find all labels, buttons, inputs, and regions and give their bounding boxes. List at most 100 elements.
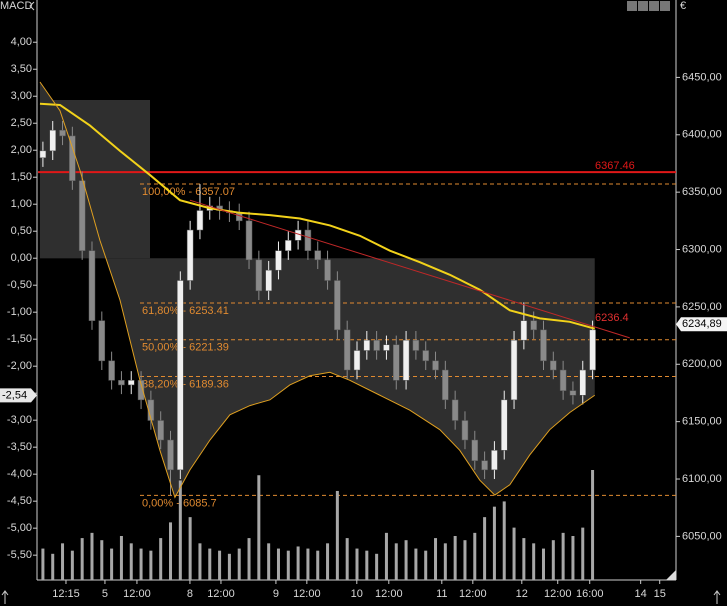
y-tick-label: 6200,00: [682, 358, 722, 370]
volume-bar: [394, 543, 398, 580]
volume-bar: [541, 548, 545, 580]
trendline: [189, 199, 630, 339]
x-tick-label: 12:00: [293, 588, 321, 600]
x-tick-label: 12:00: [459, 588, 487, 600]
y-tick-label: 6250,00: [682, 301, 722, 313]
volume-bar: [286, 550, 290, 580]
volume-bar: [375, 553, 379, 580]
y2-tick-label: 1,50: [11, 171, 32, 183]
candle-body: [39, 150, 47, 158]
volume-bar: [355, 548, 359, 580]
window-button[interactable]: [638, 1, 648, 11]
y2-tick-label: -3,00: [7, 414, 32, 426]
y2-tick-label: -1,00: [7, 306, 32, 318]
candle-body: [69, 135, 76, 181]
volume-bar: [110, 548, 114, 580]
volume-bar: [61, 543, 65, 580]
volume-bar: [257, 475, 261, 580]
x-tick-label: 8: [187, 588, 193, 600]
candle-body: [432, 360, 439, 371]
x-tick-label: 15: [654, 588, 666, 600]
volume-bar: [443, 543, 447, 580]
volume-bar: [414, 548, 418, 580]
y-tick-label: 6100,00: [682, 473, 722, 485]
volume-bar: [502, 501, 506, 580]
y-tick-label: 6400,00: [682, 129, 722, 141]
candle-body: [530, 320, 537, 331]
candle-body: [412, 339, 420, 351]
candle-body: [157, 420, 164, 441]
volume-bar: [198, 543, 202, 580]
candle-body: [422, 350, 429, 362]
volume-bar: [70, 550, 74, 580]
scroll-arrow[interactable]: [1, 590, 9, 604]
candle-body: [461, 420, 469, 441]
y2-tick-label: 3,00: [11, 90, 32, 102]
fib-label: 61,80% - 6253.41: [142, 305, 229, 317]
x-tick-label: 14: [635, 588, 647, 600]
collapse-arrow[interactable]: [29, 1, 35, 11]
volume-bar: [188, 517, 192, 580]
window-button[interactable]: [627, 1, 637, 11]
candle-body: [285, 240, 292, 251]
volume-bar: [522, 538, 526, 580]
candle-body: [353, 350, 361, 371]
y-tick-label: 6150,00: [682, 416, 722, 428]
y2-tick-label: -1,50: [7, 333, 32, 345]
currency-label: €: [680, 0, 686, 12]
volume-bar: [551, 540, 555, 580]
volume-bar: [434, 538, 438, 580]
candle-body: [324, 259, 331, 281]
window-button[interactable]: [660, 1, 670, 11]
candle-body: [550, 360, 557, 371]
y2-tick-label: -2,00: [7, 360, 32, 372]
y2-tick-label: -0,50: [7, 279, 32, 291]
candle-body: [442, 369, 449, 401]
candle-body: [108, 360, 115, 381]
volume-bar: [51, 553, 55, 580]
x-tick-label: 12:00: [123, 588, 151, 600]
resize-corner[interactable]: [666, 570, 676, 580]
candle-body: [383, 344, 390, 351]
y2-tick-label: -5,00: [7, 522, 32, 534]
candle-body: [520, 320, 528, 341]
x-tick-label: 16:00: [576, 588, 604, 600]
volume-bar: [139, 548, 143, 580]
volume-bar: [129, 543, 133, 580]
scroll-arrow[interactable]: [713, 590, 721, 604]
volume-bar: [561, 532, 565, 580]
volume-bar: [326, 543, 330, 580]
x-tick-label: 12:15: [52, 588, 80, 600]
volume-bar: [41, 548, 45, 580]
volume-bar: [80, 538, 84, 580]
volume-bar: [512, 527, 516, 580]
shading: [40, 100, 150, 259]
volume-bar: [90, 532, 94, 580]
candle-body: [255, 259, 263, 292]
x-tick-label: 11: [436, 588, 447, 600]
volume-bar: [100, 540, 104, 580]
window-button[interactable]: [649, 1, 659, 11]
volume-bar: [247, 538, 251, 580]
y2-tick-label: -4,50: [7, 495, 32, 507]
volume-bar: [384, 532, 388, 580]
candle-body: [559, 369, 567, 391]
candle-body: [196, 210, 204, 231]
y2-tick-label: 2,00: [11, 144, 32, 156]
volume-bar: [276, 548, 280, 580]
candle-body: [118, 380, 125, 386]
fib-label: 38,20% - 6189.36: [142, 378, 229, 390]
y2-tick-label: 0,50: [11, 225, 32, 237]
candle-body: [579, 369, 587, 396]
candle-body: [49, 129, 56, 152]
volume-bar: [473, 532, 477, 580]
volume-bar: [532, 543, 536, 580]
volume-bar: [169, 522, 173, 580]
candle-body: [177, 280, 184, 471]
last-price-box: [676, 317, 727, 332]
candle-body: [402, 339, 410, 381]
trendline-label: 6236.4: [595, 312, 629, 324]
x-tick-label: 9: [273, 588, 279, 600]
candle-body: [540, 329, 547, 362]
volume-bar: [306, 548, 310, 580]
